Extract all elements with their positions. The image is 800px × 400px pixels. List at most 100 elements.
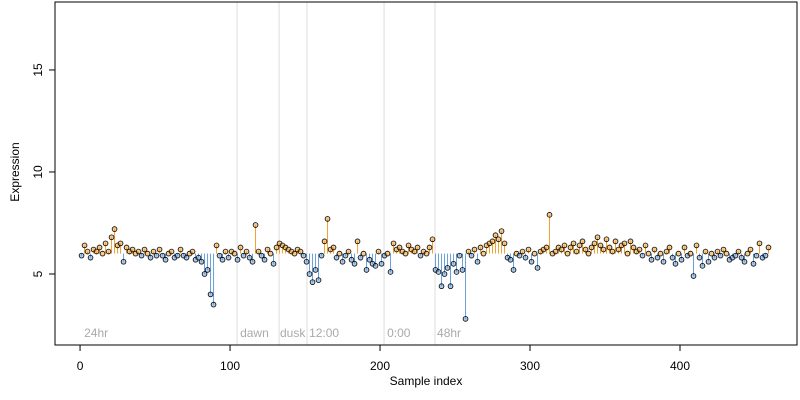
point bbox=[501, 240, 508, 247]
point bbox=[372, 263, 379, 269]
point bbox=[567, 244, 574, 251]
point bbox=[423, 250, 430, 257]
point bbox=[240, 252, 247, 259]
point bbox=[570, 240, 577, 247]
point bbox=[717, 252, 724, 259]
point bbox=[462, 316, 469, 322]
x-tick-label: 100 bbox=[220, 359, 240, 373]
point bbox=[159, 252, 166, 259]
point bbox=[624, 250, 631, 257]
point bbox=[243, 248, 250, 255]
x-axis-title: Sample index bbox=[390, 374, 463, 388]
point bbox=[309, 279, 316, 285]
point bbox=[123, 244, 130, 251]
point bbox=[702, 248, 709, 255]
point bbox=[195, 254, 202, 261]
point bbox=[615, 246, 622, 253]
point bbox=[375, 248, 382, 255]
point bbox=[453, 269, 460, 275]
point bbox=[237, 244, 244, 251]
point bbox=[339, 258, 346, 265]
point bbox=[441, 271, 448, 277]
x-tick-label: 300 bbox=[520, 359, 540, 373]
point bbox=[102, 240, 109, 247]
point bbox=[510, 267, 517, 273]
point bbox=[690, 273, 697, 279]
point bbox=[258, 252, 265, 259]
point bbox=[342, 252, 349, 259]
point bbox=[117, 240, 124, 247]
point bbox=[96, 244, 103, 251]
point bbox=[606, 244, 613, 251]
point bbox=[201, 271, 208, 277]
point bbox=[252, 222, 259, 228]
point bbox=[762, 252, 769, 259]
point bbox=[603, 236, 610, 243]
point bbox=[168, 248, 175, 255]
point bbox=[648, 256, 655, 263]
point bbox=[675, 250, 682, 257]
point bbox=[531, 250, 538, 257]
point bbox=[678, 256, 685, 263]
x-tick-label: 200 bbox=[370, 359, 390, 373]
point bbox=[492, 232, 499, 239]
point bbox=[156, 246, 163, 253]
point bbox=[741, 258, 748, 265]
point bbox=[198, 258, 205, 265]
point bbox=[732, 252, 739, 259]
point bbox=[429, 236, 436, 243]
point bbox=[390, 240, 397, 247]
point bbox=[672, 260, 679, 267]
point bbox=[735, 248, 742, 255]
point bbox=[534, 265, 541, 271]
point bbox=[756, 240, 763, 247]
point bbox=[246, 254, 253, 261]
point bbox=[81, 242, 88, 249]
point bbox=[471, 246, 478, 253]
point bbox=[300, 252, 307, 259]
point bbox=[411, 248, 418, 255]
plot-box bbox=[54, 1, 798, 346]
point bbox=[591, 240, 598, 247]
point bbox=[546, 212, 553, 218]
point bbox=[468, 252, 475, 259]
point bbox=[234, 256, 241, 263]
point bbox=[306, 271, 313, 277]
point bbox=[120, 258, 127, 265]
point bbox=[525, 246, 532, 253]
y-tick-label: 5 bbox=[31, 270, 45, 277]
point bbox=[189, 248, 196, 255]
point bbox=[213, 242, 220, 249]
point bbox=[348, 256, 355, 263]
point bbox=[345, 248, 352, 255]
point bbox=[135, 248, 142, 255]
point bbox=[447, 283, 454, 290]
point bbox=[612, 238, 619, 245]
point bbox=[543, 244, 550, 251]
point bbox=[552, 248, 559, 255]
point bbox=[222, 248, 229, 255]
point bbox=[750, 260, 757, 267]
point bbox=[405, 242, 412, 249]
point bbox=[426, 244, 433, 251]
point bbox=[378, 260, 385, 267]
point bbox=[696, 254, 703, 261]
point bbox=[753, 252, 760, 259]
point bbox=[417, 252, 424, 259]
point bbox=[174, 252, 181, 259]
point bbox=[588, 244, 595, 251]
point bbox=[183, 254, 190, 261]
point bbox=[723, 250, 730, 257]
x-tick-label: 400 bbox=[670, 359, 690, 373]
point bbox=[621, 240, 628, 247]
y-tick-label: 15 bbox=[31, 63, 45, 77]
point bbox=[150, 248, 157, 255]
point bbox=[84, 248, 91, 255]
point bbox=[705, 258, 712, 265]
point bbox=[402, 250, 409, 257]
point bbox=[231, 250, 238, 257]
point bbox=[609, 248, 616, 255]
point bbox=[477, 244, 484, 251]
point bbox=[129, 246, 136, 253]
